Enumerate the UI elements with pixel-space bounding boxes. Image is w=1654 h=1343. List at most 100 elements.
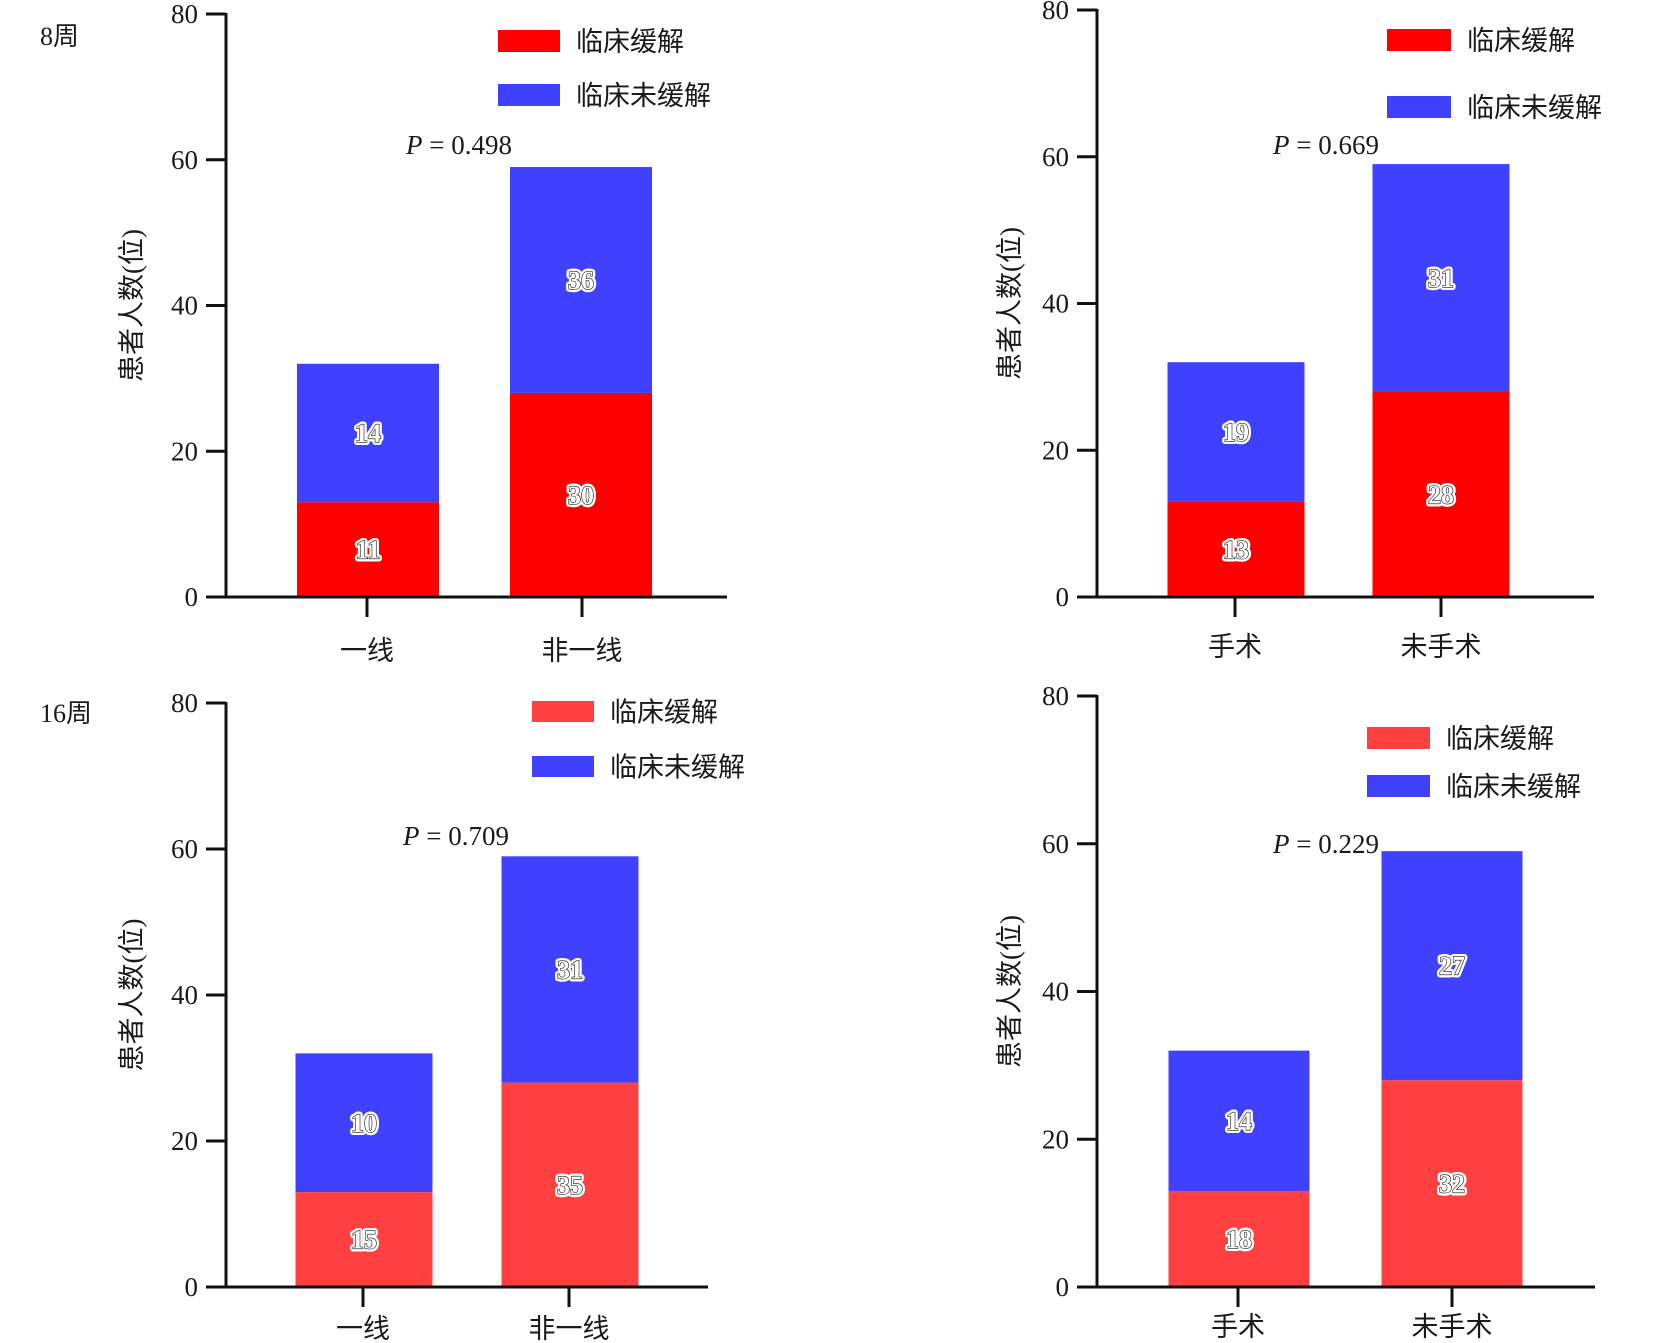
x-tick-label: 未手术 <box>1401 632 1482 662</box>
p-value: = 0.709 <box>420 821 509 851</box>
bar-value-label-halo: 14 <box>355 419 381 448</box>
legend-swatch <box>498 84 560 106</box>
bar-value-label-halo: 15 <box>351 1226 377 1255</box>
bar-value-label: 14 <box>355 419 381 448</box>
bar-value-label-halo: 18 <box>1226 1225 1252 1254</box>
bar-value-label-halo: 28 <box>1428 480 1454 509</box>
bar-segment <box>1168 1190 1310 1287</box>
x-tick-label: 未手术 <box>1412 1312 1493 1342</box>
y-tick-label: 20 <box>1042 1124 1069 1154</box>
y-tick-label: 80 <box>171 0 198 29</box>
y-tick-label: 20 <box>171 1126 198 1156</box>
y-axis-title: 患者人数(位) <box>995 915 1025 1068</box>
bar-value-label: 32 <box>1439 1170 1465 1199</box>
y-axis-title: 患者人数(位) <box>117 919 147 1072</box>
bar-segment <box>1167 501 1305 597</box>
y-tick-label: 40 <box>171 291 198 321</box>
p-symbol: P <box>402 821 420 851</box>
bar-value-label: 19 <box>1223 418 1249 447</box>
x-tick-label: 手术 <box>1208 632 1262 662</box>
legend-label: 临床缓解 <box>610 698 718 728</box>
y-axis-title: 患者人数(位) <box>117 229 147 382</box>
y-tick-label: 20 <box>171 436 198 466</box>
bar-value-label: 27 <box>1439 952 1465 981</box>
y-tick-label: 80 <box>171 688 198 718</box>
x-tick-label: 一线 <box>336 1314 390 1343</box>
bar-segment <box>1381 851 1523 1081</box>
y-tick-label: 60 <box>171 834 198 864</box>
bar-value-label: 36 <box>568 266 594 295</box>
y-tick-label: 0 <box>185 1272 199 1302</box>
bar-value-label-halo: 35 <box>557 1171 583 1200</box>
y-tick-label: 20 <box>1042 435 1069 465</box>
bar-value-label-halo: 32 <box>1439 1170 1465 1199</box>
bar-segment <box>297 363 439 503</box>
bar-value-label-halo: 11 <box>356 536 381 565</box>
x-tick-label: 非一线 <box>529 1314 610 1343</box>
legend-swatch <box>1367 727 1430 749</box>
bar-value-label: 18 <box>1226 1225 1252 1254</box>
p-value: = 0.229 <box>1290 829 1379 859</box>
y-tick-label: 60 <box>171 145 198 175</box>
bar-value-label-halo: 19 <box>1223 418 1249 447</box>
legend-swatch <box>532 756 594 777</box>
legend-label: 临床未缓解 <box>1467 93 1602 123</box>
bar-segment <box>501 856 639 1083</box>
legend-label: 临床未缓解 <box>610 753 745 783</box>
legend-swatch <box>532 701 594 722</box>
legend-swatch <box>1387 29 1451 51</box>
p-symbol: P <box>1272 829 1290 859</box>
bar-segment <box>295 1053 433 1193</box>
bar-value-label-halo: 10 <box>351 1109 377 1138</box>
bar-value-label-halo: 36 <box>568 266 594 295</box>
y-tick-label: 0 <box>1056 582 1070 612</box>
bar-value-label: 31 <box>557 955 583 984</box>
bar-value-label-halo: 14 <box>1226 1107 1252 1136</box>
x-tick-label: 非一线 <box>542 636 623 666</box>
p-value-annotation: P = 0.229 <box>1272 829 1379 859</box>
p-value: = 0.498 <box>423 130 512 160</box>
bar-segment <box>295 1192 433 1287</box>
bar-value-label-halo: 13 <box>1223 535 1249 564</box>
bar-segment <box>501 1082 639 1287</box>
legend-label: 临床缓解 <box>1467 26 1575 56</box>
legend-swatch <box>498 30 560 52</box>
y-axis-title: 患者人数(位) <box>995 227 1025 380</box>
bar-value-label: 30 <box>568 481 594 510</box>
y-tick-label: 0 <box>185 582 199 612</box>
p-value-annotation: P = 0.498 <box>405 130 512 160</box>
p-symbol: P <box>1272 130 1290 160</box>
bar-value-label: 10 <box>351 1109 377 1138</box>
legend-label: 临床未缓解 <box>576 81 711 111</box>
bar-segment <box>1168 1050 1310 1191</box>
legend-label: 临床缓解 <box>1446 724 1554 754</box>
bar-segment <box>1372 164 1510 392</box>
row-label-8-weeks: 8周 <box>40 22 80 51</box>
legend-swatch <box>1367 775 1430 797</box>
y-tick-label: 60 <box>1042 142 1069 172</box>
bar-value-label: 13 <box>1223 535 1249 564</box>
bar-value-label: 31 <box>1428 264 1454 293</box>
p-symbol: P <box>405 130 423 160</box>
bar-value-label: 28 <box>1428 480 1454 509</box>
x-tick-label: 手术 <box>1211 1312 1265 1342</box>
y-tick-label: 60 <box>1042 829 1069 859</box>
bar-segment <box>1167 362 1305 502</box>
bar-segment <box>510 392 652 597</box>
legend-swatch <box>1387 96 1451 118</box>
bar-segment <box>297 502 439 597</box>
bar-value-label-halo: 30 <box>568 481 594 510</box>
legend-label: 临床未缓解 <box>1446 772 1581 802</box>
legend-label: 临床缓解 <box>576 27 684 57</box>
bar-value-label-halo: 27 <box>1439 952 1465 981</box>
y-tick-label: 80 <box>1042 681 1069 711</box>
y-tick-label: 80 <box>1042 0 1069 25</box>
bar-value-label-halo: 31 <box>557 955 583 984</box>
p-value-annotation: P = 0.669 <box>1272 130 1379 160</box>
bar-value-label: 15 <box>351 1226 377 1255</box>
y-tick-label: 40 <box>1042 977 1069 1007</box>
